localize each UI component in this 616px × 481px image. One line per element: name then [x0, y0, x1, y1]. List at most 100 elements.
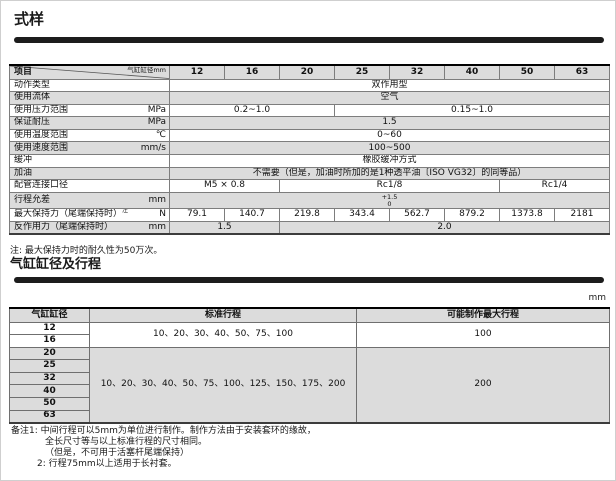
row-cushion: 缓冲 橡胶缓冲方式	[9, 154, 610, 168]
row-speed-range: 使用速度范围 mm/s 100~500	[9, 141, 610, 156]
stroke-table-unit-label: mm	[588, 293, 606, 303]
footnotes: 备注1: 中间行程可以5mm为单位进行制作。制作方法由于安装套环的缘故， 全长尺…	[11, 426, 316, 470]
spec-header-row: 项目 气缸缸径mm 12 16 20 25 32 40 50 63	[9, 64, 610, 80]
row-label: 加油	[14, 167, 33, 178]
holding-force-value: 879.2	[444, 208, 500, 222]
row-label: 反作用力（尾端保持时）	[14, 221, 114, 232]
port-size-mid: Rc1/8	[279, 179, 500, 193]
spec-table: 项目 气缸缸径mm 12 16 20 25 32 40 50 63 动作类型 双…	[9, 64, 610, 235]
bore-header: 16	[224, 64, 280, 80]
stroke-table-container: 气缸缸径 标准行程 可能制作最大行程 12 10、20、30、40、50、75、…	[9, 307, 610, 424]
spec-table-container: 项目 气缸缸径mm 12 16 20 25 32 40 50 63 动作类型 双…	[9, 64, 610, 235]
row-label: 动作类型	[14, 79, 51, 90]
lubrication-value: 不需要（但是，加油时所加的是1种透平油〔ISO VG32〕的同等品）	[169, 166, 610, 181]
corner-bore-label: 气缸缸径mm	[127, 66, 166, 74]
stroke-table: 气缸缸径 标准行程 可能制作最大行程 12 10、20、30、40、50、75、…	[9, 307, 610, 424]
section-divider-bar	[14, 277, 604, 283]
bore-value: 16	[9, 334, 90, 348]
stroke-row: 25	[9, 359, 610, 373]
spec-corner-cell: 项目 气缸缸径mm	[9, 64, 170, 80]
fluid-value: 空气	[169, 91, 610, 105]
row-lubrication: 加油 不需要（但是，加油时所加的是1种透平油〔ISO VG32〕的同等品）	[9, 166, 610, 181]
row-unit: MPa	[147, 117, 166, 128]
reaction-force-small: 1.5	[169, 220, 280, 235]
row-label: 最大保持力（尾端保持时）	[14, 209, 123, 220]
row-unit: N	[159, 209, 166, 220]
max-stroke-large: 200	[356, 346, 610, 424]
pressure-large-bore-value: 0.15~1.0	[334, 103, 610, 118]
row-unit: mm/s	[140, 142, 166, 153]
pressure-small-bore-value: 0.2~1.0	[169, 103, 335, 118]
holding-force-value: 140.7	[224, 208, 280, 222]
temp-range-value: 0~60	[169, 128, 610, 143]
port-size-small: M5 × 0.8	[169, 179, 280, 193]
section-divider-bar	[14, 37, 604, 43]
row-reaction-force: 反作用力（尾端保持时） mm 1.5 2.0	[9, 220, 610, 235]
footnote-line: 全长尺寸等与以上标准行程的尺寸相同。	[45, 437, 208, 447]
corner-item-label: 项目	[14, 67, 33, 78]
header-max-stroke: 可能制作最大行程	[356, 307, 610, 323]
action-type-value: 双作用型	[169, 78, 610, 93]
section-title-bore-stroke: 气缸缸径及行程	[10, 257, 102, 272]
holding-force-value: 79.1	[169, 208, 225, 222]
bore-value: 20	[9, 346, 90, 361]
bore-header: 40	[444, 64, 500, 80]
row-unit: ℃	[155, 129, 166, 140]
bore-value: 32	[9, 371, 90, 386]
standard-strokes-small: 10、20、30、40、50、75、100	[89, 321, 357, 348]
max-stroke-small: 100	[356, 321, 610, 348]
note-mark: 注	[122, 208, 129, 215]
holding-force-value: 343.4	[334, 208, 390, 222]
row-proof-pressure: 保证耐压 MPa 1.5	[9, 116, 610, 130]
holding-force-value: 1373.8	[499, 208, 555, 222]
port-size-large: Rc1/4	[499, 179, 610, 193]
stroke-header-row: 气缸缸径 标准行程 可能制作最大行程	[9, 307, 610, 323]
stroke-row: 63	[9, 409, 610, 424]
bore-header: 12	[169, 64, 225, 80]
spec-table-note: 注: 最大保持力时的耐久性为50万次。	[10, 246, 163, 256]
row-unit: mm	[148, 221, 166, 232]
footnote-line: （但是，不可用于活塞杆尾端保持）	[45, 448, 190, 458]
row-max-holding-force: 最大保持力（尾端保持时）注 N 79.1 140.7 219.8 343.4 56…	[9, 208, 610, 222]
bore-value: 12	[9, 321, 90, 336]
row-temp-range: 使用温度范围 ℃ 0~60	[9, 128, 610, 143]
speed-range-value: 100~500	[169, 141, 610, 156]
holding-force-value: 219.8	[279, 208, 335, 222]
row-label: 保证耐压	[14, 117, 51, 128]
row-port-size: 配管连接口径 M5 × 0.8 Rc1/8 Rc1/4	[9, 179, 610, 193]
bore-header: 63	[554, 64, 610, 80]
holding-force-value: 562.7	[389, 208, 445, 222]
stroke-row: 50	[9, 397, 610, 411]
bore-value: 63	[9, 409, 90, 424]
footnote-line: 备注1: 中间行程可以5mm为单位进行制作。制作方法由于安装套环的缘故，	[11, 426, 316, 436]
row-label: 使用速度范围	[14, 142, 69, 153]
tolerance-base: 0	[387, 199, 392, 208]
header-standard-stroke: 标准行程	[89, 307, 357, 323]
row-label: 使用温度范围	[14, 129, 69, 140]
standard-strokes-large: 10、20、30、40、50、75、100、125、150、175、200	[89, 346, 357, 424]
row-label: 使用流体	[14, 92, 51, 103]
row-action-type: 动作类型 双作用型	[9, 78, 610, 93]
footnote-line: 2: 行程75mm以上适用于长衬套。	[37, 459, 177, 469]
stroke-tolerance-value: +1.5 0	[169, 191, 610, 210]
row-unit: MPa	[147, 104, 166, 115]
row-label: 行程允差	[14, 194, 51, 205]
diagonal-line	[10, 66, 169, 79]
proof-pressure-value: 1.5	[169, 116, 610, 130]
row-unit: mm	[148, 194, 166, 205]
row-label: 缓冲	[14, 155, 33, 166]
bore-header: 32	[389, 64, 445, 80]
bore-header: 25	[334, 64, 390, 80]
bore-value: 50	[9, 397, 90, 411]
row-fluid: 使用流体 空气	[9, 91, 610, 105]
stroke-row: 12 10、20、30、40、50、75、100 100	[9, 321, 610, 348]
row-label: 使用压力范围	[14, 104, 69, 115]
row-pressure-range: 使用压力范围 MPa 0.2~1.0 0.15~1.0	[9, 103, 610, 118]
row-label: 配管连接口径	[14, 180, 69, 191]
section-title-specifications: 式样	[14, 10, 45, 28]
row-stroke-tolerance: 行程允差 mm +1.5 0	[9, 191, 610, 210]
reaction-force-large: 2.0	[279, 220, 610, 235]
bore-value: 25	[9, 359, 90, 373]
tolerance-plus: +1.5	[381, 192, 398, 201]
